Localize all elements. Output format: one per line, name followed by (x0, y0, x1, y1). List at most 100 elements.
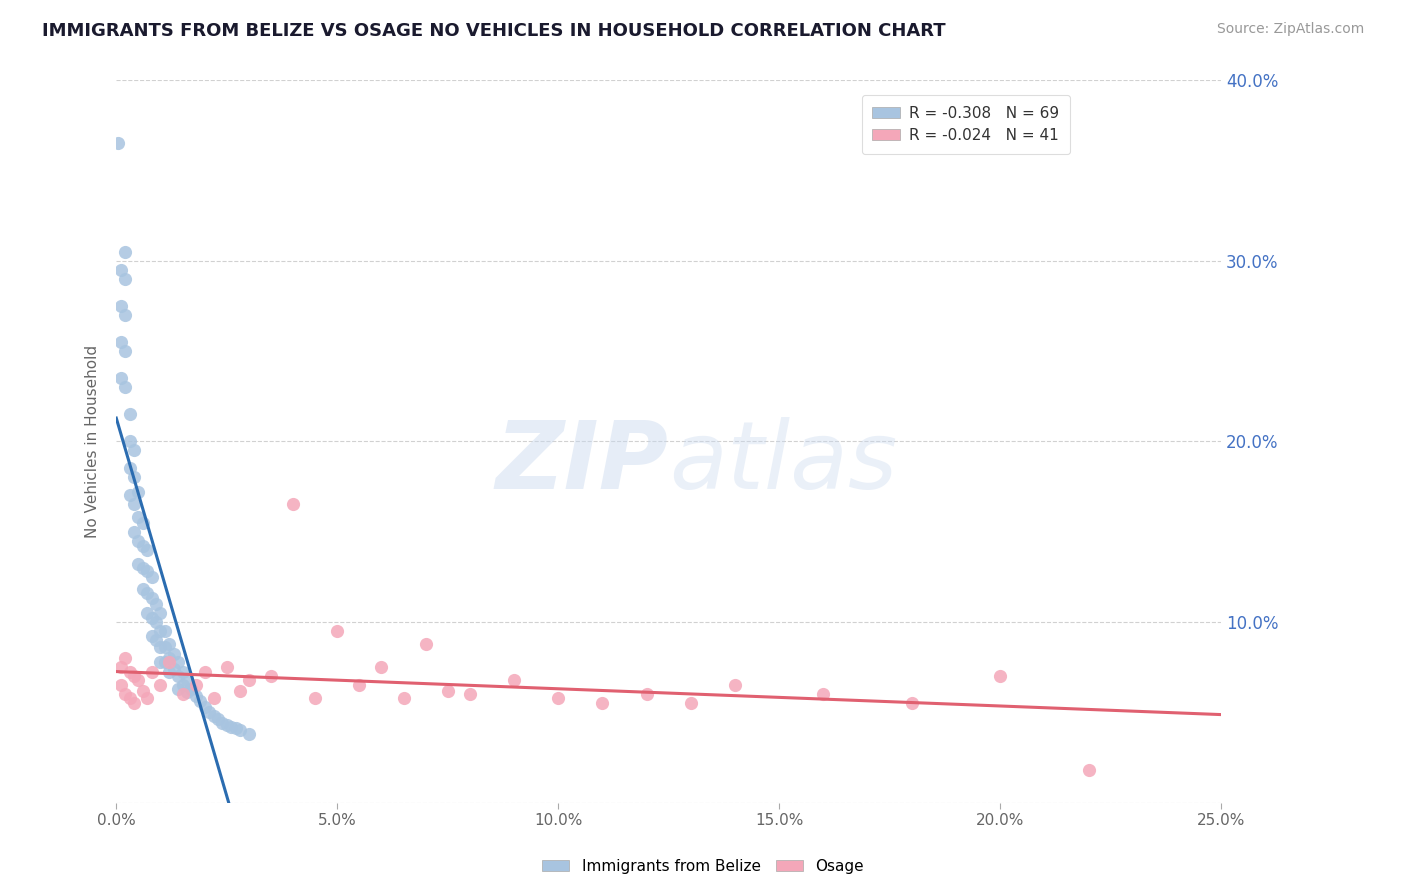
Point (110, 334, 132, 349)
Point (122, 443, 145, 458)
Point (211, 716, 233, 731)
Point (202, 708, 225, 723)
Point (503, 673, 526, 687)
Point (118, 407, 141, 421)
Point (180, 681, 202, 696)
Point (110, 660, 132, 674)
Point (118, 461, 141, 475)
Point (679, 696, 702, 710)
Point (900, 696, 922, 710)
Point (229, 723, 252, 738)
Point (132, 560, 155, 574)
Point (132, 683, 155, 698)
Text: atlas: atlas (669, 417, 897, 508)
Point (281, 498, 304, 512)
Point (132, 582, 155, 597)
Point (141, 629, 163, 643)
Point (127, 510, 149, 524)
Point (141, 611, 163, 625)
Point (110, 678, 132, 692)
Point (157, 655, 180, 669)
Text: IMMIGRANTS FROM BELIZE VS OSAGE NO VEHICLES IN HOUSEHOLD CORRELATION CHART: IMMIGRANTS FROM BELIZE VS OSAGE NO VEHIC… (42, 22, 946, 40)
Point (198, 705, 221, 719)
Point (114, 244, 136, 259)
Point (238, 727, 260, 741)
Point (724, 678, 747, 692)
Point (127, 673, 149, 687)
Point (118, 665, 141, 680)
Text: Source: ZipAtlas.com: Source: ZipAtlas.com (1216, 22, 1364, 37)
Point (110, 371, 132, 385)
Point (136, 586, 159, 600)
Point (110, 262, 132, 277)
Point (326, 624, 349, 638)
Point (122, 669, 145, 683)
Point (215, 660, 238, 674)
Point (122, 524, 145, 539)
Point (114, 651, 136, 665)
Point (1077, 763, 1099, 777)
Point (304, 690, 326, 705)
Point (118, 690, 141, 705)
Point (167, 669, 190, 683)
Point (122, 498, 145, 512)
Point (149, 624, 172, 638)
Point (122, 696, 145, 710)
Point (172, 678, 194, 692)
Point (149, 606, 172, 620)
Point (136, 542, 159, 557)
Point (225, 722, 247, 736)
Point (149, 678, 172, 692)
Point (127, 484, 149, 499)
Point (238, 673, 260, 687)
Point (157, 665, 180, 680)
Point (136, 606, 159, 620)
Point (141, 591, 163, 606)
Point (172, 665, 194, 680)
Point (215, 718, 238, 732)
Point (145, 597, 167, 611)
Point (136, 564, 159, 578)
Point (132, 516, 155, 530)
Point (415, 636, 437, 650)
Point (194, 699, 217, 714)
Point (114, 687, 136, 701)
Y-axis label: No Vehicles in Household: No Vehicles in Household (86, 344, 100, 538)
Point (114, 271, 136, 285)
Point (176, 685, 198, 699)
Point (107, 136, 129, 151)
Point (184, 689, 207, 703)
Text: ZIP: ZIP (496, 417, 669, 509)
Point (172, 687, 194, 701)
Point (229, 683, 252, 698)
Point (167, 655, 190, 669)
Point (149, 640, 172, 655)
Point (163, 662, 186, 676)
Point (184, 678, 207, 692)
Point (157, 636, 180, 650)
Point (163, 648, 186, 662)
Point (127, 533, 149, 548)
Point (127, 557, 149, 571)
Point (219, 720, 242, 734)
Point (547, 690, 569, 705)
Point (591, 696, 613, 710)
Point (436, 683, 458, 698)
Point (114, 380, 136, 394)
Point (176, 673, 198, 687)
Point (149, 655, 172, 669)
Point (153, 640, 176, 655)
Point (132, 539, 155, 553)
Point (114, 343, 136, 358)
Point (370, 660, 392, 674)
Point (153, 624, 176, 638)
Point (207, 713, 229, 727)
Point (458, 687, 481, 701)
Point (145, 632, 167, 647)
Point (813, 687, 835, 701)
Point (118, 488, 141, 502)
Point (157, 651, 180, 665)
Point (114, 308, 136, 322)
Point (188, 694, 211, 708)
Point (118, 434, 141, 449)
